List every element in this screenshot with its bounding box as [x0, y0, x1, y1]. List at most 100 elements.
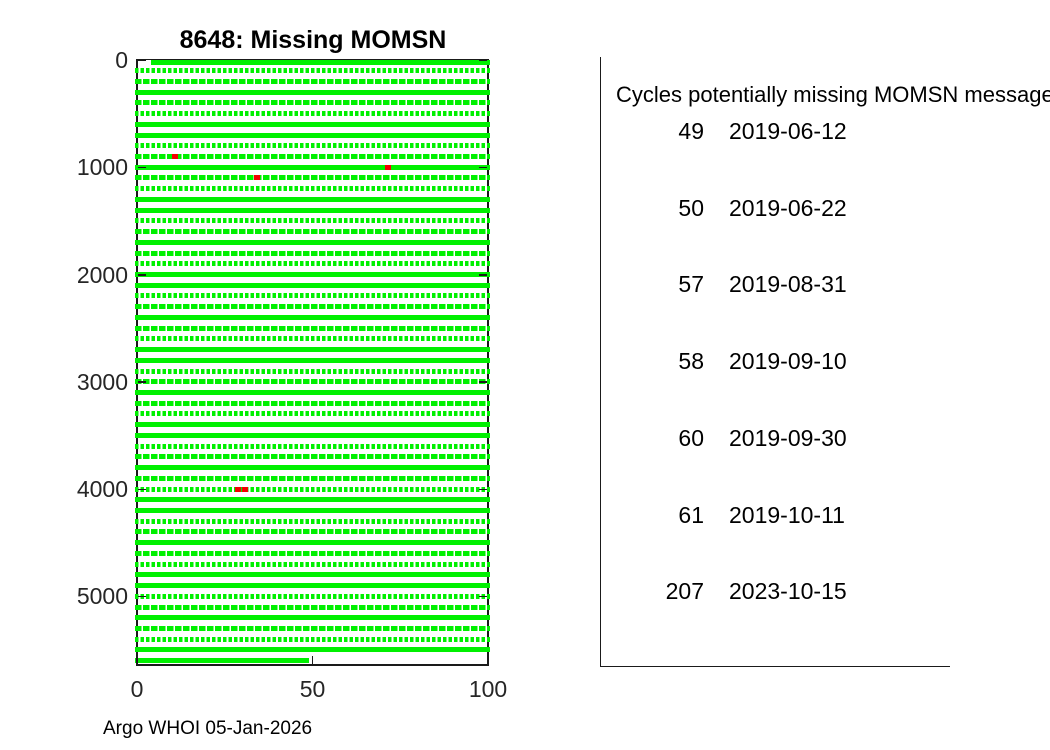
y-tick-mark	[479, 488, 487, 491]
panel-cycle-number: 58	[678, 348, 704, 375]
momsn-row	[135, 196, 490, 202]
y-tick-label: 4000	[76, 476, 128, 503]
momsn-row	[135, 357, 490, 363]
panel-cycle-date: 2023-10-15	[729, 578, 847, 605]
missing-momsn-marker	[235, 486, 242, 492]
momsn-row	[135, 508, 490, 514]
panel-cycle-date: 2019-06-22	[729, 194, 847, 221]
y-tick-label: 2000	[76, 261, 128, 288]
momsn-row	[135, 529, 490, 535]
momsn-row	[135, 379, 490, 385]
momsn-row	[135, 475, 490, 481]
momsn-row	[135, 658, 310, 664]
momsn-row	[135, 293, 490, 299]
momsn-row	[135, 572, 490, 578]
chart-title: 8648: Missing MOMSN	[179, 26, 447, 54]
momsn-row	[135, 561, 490, 567]
panel-cycle-number: 57	[678, 271, 704, 298]
momsn-row	[135, 604, 490, 610]
momsn-row	[135, 336, 490, 342]
momsn-row	[135, 443, 490, 449]
watermark-text: Argo WHOI 05-Jan-2026	[103, 718, 313, 739]
missing-momsn-marker	[171, 154, 178, 160]
momsn-row	[135, 400, 490, 406]
panel-border-bottom	[600, 666, 950, 667]
momsn-row	[135, 282, 490, 288]
momsn-row	[135, 111, 490, 117]
momsn-row	[135, 78, 490, 84]
panel-cycle-date: 2019-06-12	[729, 118, 847, 144]
y-tick-label: 1000	[76, 154, 128, 181]
momsn-row	[135, 218, 490, 224]
momsn-row	[135, 121, 490, 127]
panel-cycle-number: 49	[678, 118, 704, 144]
panel-border-left	[600, 57, 601, 667]
momsn-row	[135, 432, 490, 438]
momsn-row	[135, 593, 490, 599]
momsn-row	[135, 497, 490, 503]
momsn-row	[135, 422, 490, 428]
momsn-row	[135, 518, 490, 524]
momsn-row	[135, 647, 490, 653]
y-tick-mark	[138, 488, 146, 491]
x-tick-mark	[136, 656, 138, 664]
momsn-row	[135, 229, 490, 235]
momsn-row	[135, 540, 490, 546]
momsn-row	[135, 186, 490, 192]
momsn-row	[135, 250, 490, 256]
momsn-row	[135, 304, 490, 310]
momsn-row	[135, 411, 490, 417]
panel-cycle-date: 2019-08-31	[729, 271, 847, 298]
momsn-row	[135, 626, 490, 632]
x-tick-mark	[311, 656, 314, 664]
panel-cycle-number: 207	[665, 578, 704, 605]
panel-cycle-date: 2019-09-10	[729, 348, 847, 375]
panel-header: Cycles potentially missing MOMSN message…	[616, 82, 1050, 107]
y-tick-mark	[479, 274, 487, 276]
y-tick-mark	[479, 166, 487, 169]
x-tick-mark	[487, 656, 489, 664]
y-tick-mark	[479, 381, 487, 383]
missing-momsn-marker	[384, 164, 391, 170]
y-tick-label: 0	[115, 47, 128, 73]
y-tick-mark	[138, 274, 146, 276]
momsn-row	[135, 154, 490, 160]
momsn-row	[135, 486, 490, 492]
momsn-row	[135, 325, 490, 331]
momsn-row	[135, 207, 490, 213]
y-tick-mark	[138, 381, 146, 383]
panel-cycle-number: 61	[678, 501, 704, 528]
y-tick-mark	[138, 59, 146, 61]
x-tick-label: 0	[130, 676, 144, 702]
momsn-row	[135, 636, 490, 642]
panel-cycle-date: 2019-09-30	[729, 424, 847, 451]
panel-cycle-date: 2019-10-11	[729, 501, 845, 528]
x-tick-label: 100	[468, 676, 508, 702]
momsn-row	[135, 583, 490, 589]
momsn-row	[135, 68, 490, 74]
momsn-row	[135, 314, 490, 320]
y-tick-label: 3000	[76, 368, 128, 395]
momsn-row	[135, 89, 490, 95]
momsn-row	[135, 465, 490, 471]
momsn-row	[135, 454, 490, 460]
momsn-row	[150, 59, 490, 65]
x-tick-label: 50	[299, 676, 326, 702]
momsn-row	[135, 132, 490, 138]
y-tick-mark	[138, 595, 146, 598]
momsn-row	[135, 272, 490, 278]
missing-momsn-marker	[242, 486, 249, 492]
momsn-row	[135, 100, 490, 106]
momsn-row	[135, 175, 490, 181]
momsn-row	[135, 390, 490, 396]
momsn-row	[135, 347, 490, 353]
momsn-row	[135, 550, 490, 556]
momsn-row	[135, 164, 490, 170]
panel-cycle-number: 50	[678, 194, 704, 221]
momsn-row	[135, 368, 490, 374]
momsn-row	[135, 239, 490, 245]
momsn-row	[135, 143, 490, 149]
panel-cycle-number: 60	[678, 424, 704, 451]
plot-border-bottom	[136, 664, 489, 666]
